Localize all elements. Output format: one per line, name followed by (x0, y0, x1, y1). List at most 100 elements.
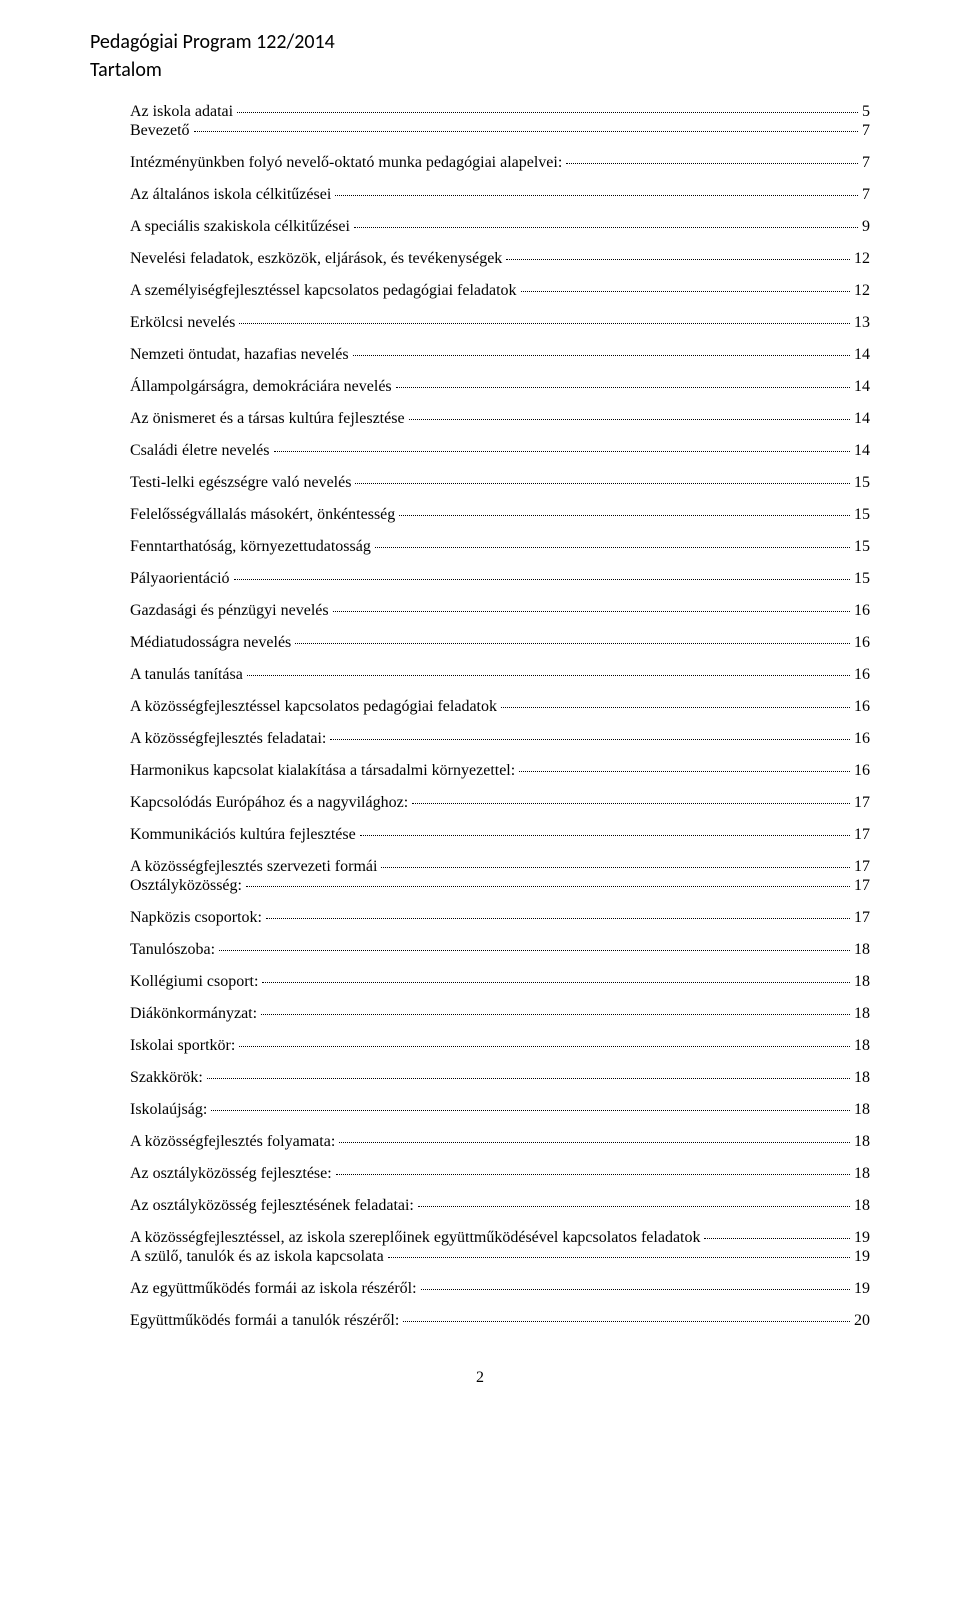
toc-label: A közösségfejlesztés feladatai: (130, 731, 328, 747)
toc-leader-dots (566, 163, 858, 164)
page-number: 2 (90, 1369, 870, 1387)
toc-row: A közösségfejlesztés feladatai:16 (90, 731, 870, 747)
toc-page-number: 14 (852, 379, 870, 395)
toc-page-number: 18 (852, 942, 870, 958)
toc-leader-dots (403, 1321, 850, 1322)
toc-leader-dots (339, 1142, 850, 1143)
toc-leader-dots (336, 1174, 850, 1175)
toc-leader-dots (239, 1046, 850, 1047)
toc-label: Testi-lelki egészségre való nevelés (130, 475, 353, 491)
toc-page-number: 18 (852, 1070, 870, 1086)
toc-page-number: 16 (852, 667, 870, 683)
toc-leader-dots (207, 1078, 850, 1079)
toc-label: Osztályközösség: (130, 878, 244, 894)
toc-page-number: 16 (852, 763, 870, 779)
toc-leader-dots (375, 547, 850, 548)
toc-label: Nemzeti öntudat, hazafias nevelés (130, 347, 351, 363)
toc-label: Az önismeret és a társas kultúra fejlesz… (130, 411, 407, 427)
toc-page-number: 14 (852, 443, 870, 459)
document-page: Pedagógiai Program 122/2014 Tartalom Az … (0, 0, 960, 1417)
toc-row: Kollégiumi csoport:18 (90, 974, 870, 990)
toc-leader-dots (247, 675, 850, 676)
toc-row: Diákönkormányzat:18 (90, 1006, 870, 1022)
toc-leader-dots (399, 515, 850, 516)
toc-label: Szakkörök: (130, 1070, 205, 1086)
toc-row: Pályaorientáció15 (90, 571, 870, 587)
toc-row: Az iskola adatai 5 (90, 104, 870, 120)
toc-row: A közösségfejlesztés szervezeti formái 1… (90, 859, 870, 875)
toc-row: Az együttműködés formái az iskola részér… (90, 1281, 870, 1297)
toc-page-number: 18 (852, 1166, 870, 1182)
toc-leader-dots (354, 227, 858, 228)
toc-page-number: 15 (852, 475, 870, 491)
toc-row: Iskolaújság:18 (90, 1102, 870, 1118)
toc-page-number: 17 (852, 910, 870, 926)
toc-page-number: 15 (852, 539, 870, 555)
toc-label: Intézményünkben folyó nevelő-oktató munk… (130, 155, 564, 171)
toc-row: Az általános iskola célkitűzései 7 (90, 187, 870, 203)
toc-label: Kapcsolódás Európához és a nagyvilághoz: (130, 795, 410, 811)
toc-page-number: 5 (860, 104, 870, 120)
toc-row: Felelősségvállalás másokért, önkéntesség… (90, 507, 870, 523)
toc-label: A közösségfejlesztés szervezeti formái (130, 859, 379, 875)
toc-leader-dots (409, 419, 850, 420)
toc-label: A szülő, tanulók és az iskola kapcsolata (130, 1249, 386, 1265)
toc-leader-dots (501, 707, 850, 708)
toc-page-number: 14 (852, 347, 870, 363)
toc-row: Médiatudosságra nevelés16 (90, 635, 870, 651)
toc-page-number: 15 (852, 507, 870, 523)
toc-leader-dots (211, 1110, 850, 1111)
toc-row: A közösségfejlesztéssel kapcsolatos peda… (90, 699, 870, 715)
toc-row: Bevezető 7 (90, 123, 870, 139)
toc-label: Az általános iskola célkitűzései (130, 187, 333, 203)
toc-leader-dots (381, 867, 850, 868)
toc-leader-dots (333, 611, 850, 612)
toc-page-number: 12 (852, 283, 870, 299)
toc-label: Az osztályközösség fejlesztése: (130, 1166, 334, 1182)
toc-label: Iskolaújság: (130, 1102, 209, 1118)
toc-leader-dots (274, 451, 851, 452)
toc-label: A közösségfejlesztés folyamata: (130, 1134, 337, 1150)
toc-row: Gazdasági és pénzügyi nevelés 16 (90, 603, 870, 619)
toc-row: Iskolai sportkör:18 (90, 1038, 870, 1054)
toc-label: Gazdasági és pénzügyi nevelés (130, 603, 331, 619)
toc-page-number: 17 (852, 827, 870, 843)
toc-leader-dots (412, 803, 850, 804)
toc-page-number: 16 (852, 603, 870, 619)
toc-label: Együttműködés formái a tanulók részéről: (130, 1313, 401, 1329)
toc-label: Családi életre nevelés (130, 443, 272, 459)
toc-leader-dots (421, 1289, 850, 1290)
toc-label: Az együttműködés formái az iskola részér… (130, 1281, 419, 1297)
toc-leader-dots (355, 483, 850, 484)
toc-row: A közösségfejlesztés folyamata: 18 (90, 1134, 870, 1150)
toc-row: Nemzeti öntudat, hazafias nevelés 14 (90, 347, 870, 363)
toc-page-number: 18 (852, 1134, 870, 1150)
toc-page-number: 9 (860, 219, 870, 235)
toc-label: Kommunikációs kultúra fejlesztése (130, 827, 358, 843)
toc-page-number: 17 (852, 795, 870, 811)
toc-row: Nevelési feladatok, eszközök, eljárások,… (90, 251, 870, 267)
toc-label: Bevezető (130, 123, 192, 139)
toc-page-number: 18 (852, 974, 870, 990)
toc-label: Felelősségvállalás másokért, önkéntesség (130, 507, 397, 523)
toc-page-number: 7 (860, 123, 870, 139)
toc-page-number: 17 (852, 859, 870, 875)
toc-page-number: 19 (852, 1281, 870, 1297)
table-of-contents: Az iskola adatai 5 Bevezető 7 Intézményünk… (90, 104, 870, 1329)
toc-row: A személyiségfejlesztéssel kapcsolatos p… (90, 283, 870, 299)
toc-page-number: 16 (852, 635, 870, 651)
toc-row: A speciális szakiskola célkitűzései 9 (90, 219, 870, 235)
toc-leader-dots (194, 131, 858, 132)
toc-label: Az iskola adatai (130, 104, 235, 120)
toc-row: Osztályközösség:17 (90, 878, 870, 894)
toc-page-number: 18 (852, 1038, 870, 1054)
toc-leader-dots (388, 1257, 850, 1258)
toc-label: Fenntarthatóság, környezettudatosság (130, 539, 373, 555)
toc-row: Állampolgárságra, demokráciára nevelés14 (90, 379, 870, 395)
toc-label: A közösségfejlesztéssel, az iskola szere… (130, 1230, 702, 1246)
toc-page-number: 16 (852, 699, 870, 715)
doc-header: Pedagógiai Program 122/2014 (90, 30, 870, 54)
toc-label: Erkölcsi nevelés (130, 315, 237, 331)
toc-page-number: 7 (860, 187, 870, 203)
toc-leader-dots (266, 918, 850, 919)
